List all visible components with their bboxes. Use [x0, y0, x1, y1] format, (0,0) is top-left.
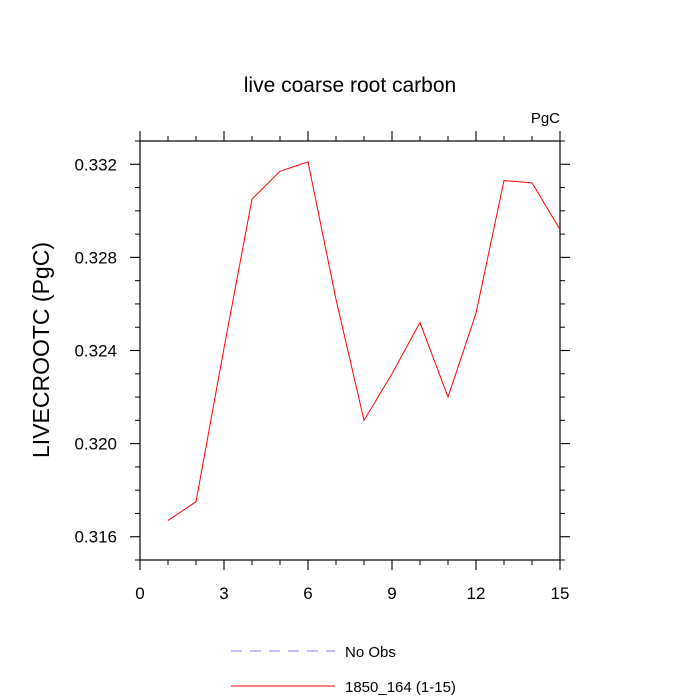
x-tick-label-9: 9: [387, 584, 396, 603]
series-layer: [167, 161, 561, 521]
x-tick-label-3: 3: [219, 584, 228, 603]
units-label: PgC: [531, 110, 560, 127]
series-line-1: [167, 161, 561, 521]
legend-label-0: No Obs: [345, 644, 396, 661]
y-tick-label-4: 0.332: [74, 155, 117, 174]
y-tick-label-3: 0.328: [74, 248, 117, 267]
x-tick-label-15: 15: [551, 584, 570, 603]
y-axis-label: LIVECROOTC (PgC): [28, 242, 54, 458]
x-tick-label-12: 12: [467, 584, 486, 603]
x-tick-label-6: 6: [303, 584, 312, 603]
y-tick-label-0: 0.316: [74, 528, 117, 547]
chart-title: live coarse root carbon: [244, 74, 456, 97]
legend: No Obs 1850_164 (1-15): [231, 644, 456, 696]
axis-ticks: 0 3 6 9 12 15 0.316 0.320 0.324 0.328 0.332: [74, 131, 570, 603]
x-tick-label-0: 0: [135, 584, 144, 603]
y-tick-label-1: 0.320: [74, 435, 117, 454]
y-tick-label-2: 0.324: [74, 342, 117, 361]
plot-frame: [139, 140, 561, 561]
legend-label-1: 1850_164 (1-15): [345, 679, 456, 696]
